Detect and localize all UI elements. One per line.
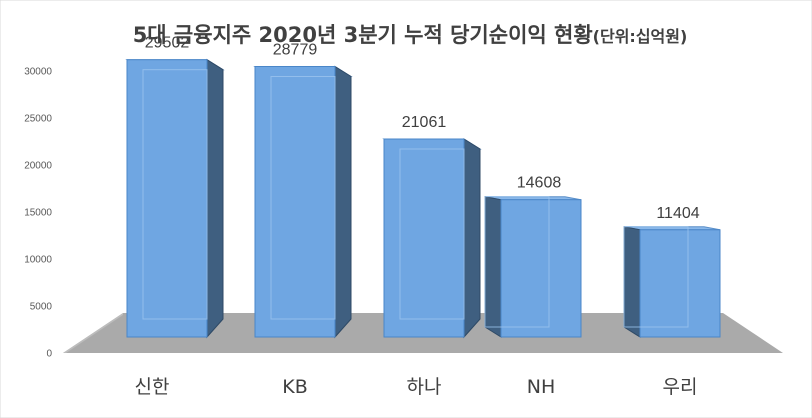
bar-KB	[253, 65, 353, 339]
x-tick-label: 하나	[407, 376, 442, 398]
data-label: 11404	[656, 205, 699, 222]
data-label: 29502	[145, 35, 190, 52]
data-label: 14608	[517, 175, 562, 192]
y-tick-label: 25000	[24, 114, 52, 125]
bar-series	[125, 58, 721, 339]
chart-title-main: 5대 금융지주 2020년 3분기 누적 당기순이익 현황	[133, 23, 593, 47]
data-labels: 29502 28779 21061 14608 11404	[145, 35, 700, 222]
bar-side-face	[334, 65, 352, 339]
bar-inner-edge	[399, 148, 465, 320]
y-tick-label: 15000	[24, 208, 52, 219]
chart-title: 5대 금융지주 2020년 3분기 누적 당기순이익 현황(단위:십억원)	[133, 23, 688, 47]
y-tick-label: 10000	[24, 255, 52, 266]
bar-inner-edge	[270, 76, 336, 320]
x-axis: 신한 KB 하나 NH 우리	[135, 376, 698, 398]
bar-inner-edge	[484, 196, 550, 328]
y-tick-label: 0	[46, 349, 52, 360]
chart-title-unit: (단위:십억원)	[593, 27, 688, 46]
x-tick-label: KB	[282, 376, 308, 398]
y-tick-label: 20000	[24, 161, 52, 172]
bar-inner-edge	[142, 69, 208, 320]
chart-floor-edge	[63, 313, 123, 353]
bar-NH	[484, 196, 582, 338]
y-tick-label: 5000	[30, 302, 53, 313]
y-tick-label: 30000	[24, 67, 52, 78]
bar-우리	[623, 226, 721, 338]
x-tick-label: NH	[527, 376, 556, 398]
bar-신한	[125, 58, 225, 339]
bar-front-face	[500, 199, 582, 338]
bar-side-face	[484, 196, 502, 338]
data-label: 21061	[402, 114, 447, 131]
bar-side-face	[623, 226, 641, 338]
bar-하나	[382, 138, 482, 339]
y-axis: 0 5000 10000 15000 20000 25000 30000	[24, 67, 52, 360]
bar-front-face	[639, 229, 721, 338]
x-tick-label: 신한	[135, 376, 170, 398]
x-tick-label: 우리	[663, 376, 698, 398]
bar-inner-edge	[623, 226, 689, 328]
bar-front-face	[254, 66, 336, 338]
bar-side-face	[463, 138, 481, 339]
data-label: 28779	[273, 42, 318, 59]
bar-side-face	[206, 58, 224, 339]
bar-front-face	[126, 59, 208, 338]
bar-front-face	[383, 138, 465, 338]
